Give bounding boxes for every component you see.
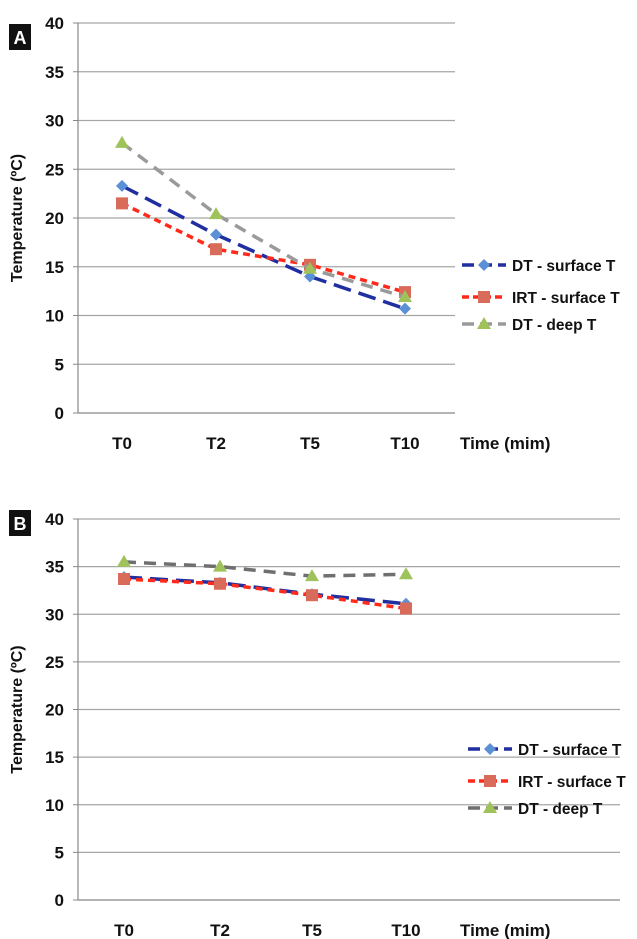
y-tick-label: 0: [55, 404, 64, 423]
y-tick-label: 30: [45, 112, 64, 131]
x-tick-label: T2: [206, 434, 226, 453]
x-axis-title: Time (mim): [460, 434, 550, 453]
x-tick-label: T0: [112, 434, 132, 453]
legend-label: DT - surface T: [518, 742, 622, 759]
series-3: DT - deep T: [117, 554, 603, 818]
series-3: DT - deep T: [115, 135, 597, 334]
series-1: DT - surface T: [116, 179, 616, 315]
legend-swatch-marker: [484, 743, 496, 755]
y-tick-label: 25: [45, 653, 64, 672]
x-tick-label: T5: [300, 434, 320, 453]
legend-label: DT - deep T: [512, 317, 597, 334]
data-point: [210, 228, 222, 241]
data-point: [306, 589, 318, 602]
y-tick-label: 15: [45, 748, 64, 767]
data-point: [117, 554, 131, 567]
data-point: [118, 573, 130, 586]
data-point: [305, 569, 319, 582]
y-tick-label: 35: [45, 63, 64, 82]
legend-swatch-marker: [484, 775, 496, 787]
y-tick-label: 10: [45, 307, 64, 326]
y-axis-title: Temperature (ºC): [9, 154, 26, 282]
legend-swatch-marker: [477, 317, 491, 329]
x-tick-label: T5: [302, 921, 322, 939]
data-point: [210, 243, 222, 256]
series-line: [123, 577, 407, 611]
panel-tag-label: B: [14, 514, 27, 534]
series-line: [123, 575, 407, 606]
data-point: [400, 602, 412, 615]
x-tick-label: T10: [391, 921, 420, 939]
y-tick-label: 30: [45, 605, 64, 624]
legend-label: DT - surface T: [512, 258, 616, 275]
x-tick-label: T10: [390, 434, 419, 453]
series-1: DT - surface T: [118, 571, 622, 759]
legend-label: IRT - surface T: [512, 290, 620, 307]
data-point: [213, 559, 227, 572]
data-point: [115, 135, 129, 148]
panel-tag-box: [9, 24, 31, 50]
legend-swatch-marker: [483, 801, 497, 813]
chart-panel-b: B 0 5 10 15 20 25 30 35 40 T0 T2 T5 T10 Temperature (º…: [9, 510, 626, 939]
y-axis-title: Temperature (ºC): [9, 645, 26, 773]
y-tick-label: 5: [55, 355, 64, 374]
series-line: [123, 560, 407, 578]
series-2: IRT - surface T: [118, 573, 626, 791]
panel-tag-box: [9, 510, 31, 536]
legend-swatch-marker: [478, 259, 490, 271]
series-line: [121, 201, 406, 294]
series-line: [121, 184, 406, 311]
data-point: [209, 207, 223, 220]
data-point: [116, 179, 128, 192]
y-tick-label: 35: [45, 558, 64, 577]
y-tick-label: 5: [55, 843, 64, 862]
series-line: [120, 141, 406, 299]
y-tick-label: 40: [45, 14, 64, 33]
y-tick-label: 20: [45, 209, 64, 228]
chart-panel-a: A 0 5 10 15 20 25 30 35 40 T0 T2 T5 T10 Temperature (º…: [9, 14, 620, 453]
y-tick-label: 15: [45, 258, 64, 277]
y-tick-label: 40: [45, 510, 64, 529]
y-tick-label: 25: [45, 160, 64, 179]
data-point: [399, 302, 411, 315]
y-tick-label: 0: [55, 891, 64, 910]
data-point: [214, 577, 226, 590]
data-point: [116, 197, 128, 210]
y-tick-label: 20: [45, 701, 64, 720]
data-point: [398, 289, 412, 302]
x-axis-title: Time (mim): [460, 921, 550, 939]
data-point: [303, 261, 317, 274]
y-tick-label: 10: [45, 796, 64, 815]
legend-label: IRT - surface T: [518, 774, 626, 791]
panel-tag-label: A: [14, 28, 27, 48]
legend-label: DT - deep T: [518, 801, 603, 818]
x-tick-label: T2: [210, 921, 230, 939]
data-point: [399, 567, 413, 580]
legend-swatch-marker: [478, 291, 490, 303]
x-tick-label: T0: [114, 921, 134, 939]
series-2: IRT - surface T: [116, 197, 620, 307]
